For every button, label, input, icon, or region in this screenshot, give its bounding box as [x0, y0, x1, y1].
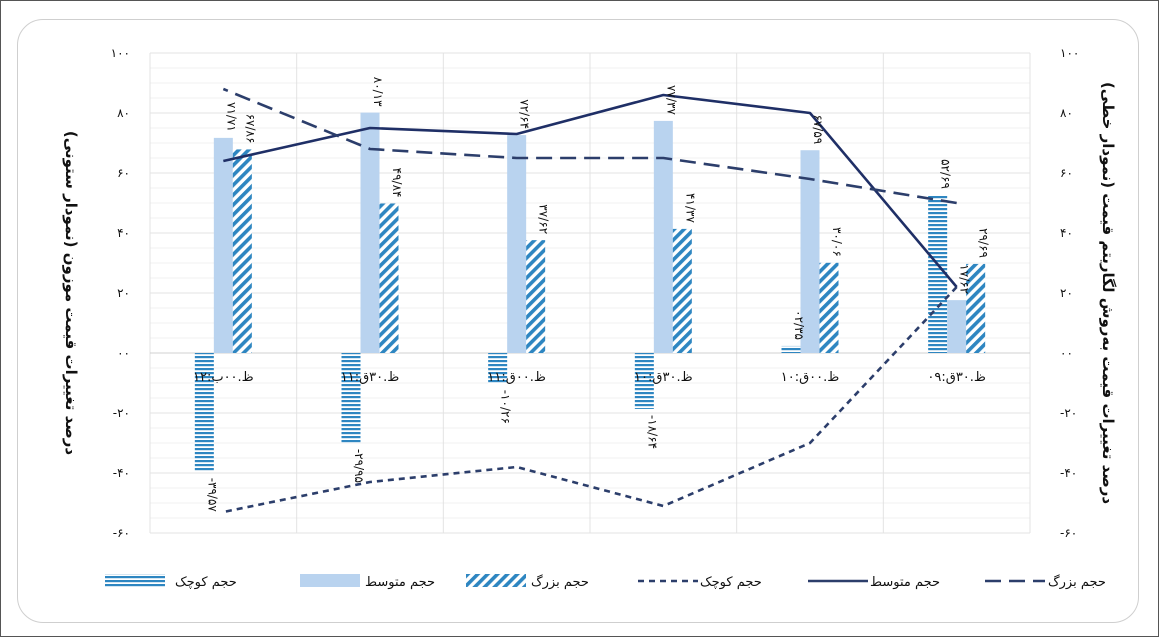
- data-label: ۳۰/۰۶: [830, 227, 844, 257]
- bar-medium: [800, 150, 820, 353]
- data-label: -۳۹/۵۷: [205, 478, 219, 513]
- x-category-label: ظ.۰۰ق:۱۱: [487, 370, 546, 385]
- data-label: ۷۷/۳۷: [664, 85, 678, 115]
- legend-swatch: [105, 574, 165, 587]
- axes-layer: -۶۰ -۴۰ -۲۰ ۰۰ ۲۰ ۴۰ ۶۰ ۸۰ ۱۰۰ -۶۰ -۴۰ -۲۰ ۰۰ ۲۰ ۴۰ ۶۰ ۸…: [62, 46, 1117, 540]
- bar-medium: [360, 112, 380, 353]
- y-left-tick-label: ۱۰۰: [111, 46, 130, 60]
- bar-small: [634, 353, 654, 409]
- x-category-label: ظ.۰۰ب:۱۲: [193, 370, 254, 385]
- lines-layer: [222, 87, 958, 514]
- data-label: ۶۷/۸۶: [243, 114, 257, 144]
- data-label: ۱۷/۶۲: [958, 264, 972, 294]
- bar-large: [966, 263, 986, 353]
- x-category-label: ظ.۰۰ق:۱۰: [781, 370, 840, 385]
- y-left-tick-label: ۰۰: [117, 346, 130, 360]
- y-left-tick-label: ۴۰: [117, 226, 130, 240]
- y-right-tick-label: ۴۰: [1060, 226, 1073, 240]
- x-category-label: ظ.۳۰ق:۰۹: [927, 370, 986, 385]
- legend-item: حجم کوچک: [638, 575, 762, 590]
- legend-item: حجم متوسط: [300, 574, 435, 590]
- data-label: ۷۲/۶۴: [518, 99, 532, 129]
- data-label: ۳۷/۶۲: [537, 204, 551, 234]
- y-left-tick-label: -۴۰: [113, 466, 130, 480]
- y-left-tick-label: ۸۰: [117, 106, 130, 120]
- bar-small: [194, 353, 214, 472]
- bar-small: [488, 353, 508, 384]
- legend-swatch: [466, 574, 526, 587]
- legend-swatch: [300, 574, 360, 587]
- data-label: ۷۱/۷۱: [224, 102, 238, 132]
- legend-label: حجم متوسط: [365, 575, 435, 590]
- data-label: ۵۲/۶۹: [939, 159, 953, 189]
- bar-large: [819, 262, 839, 353]
- legend-label: حجم کوچک: [700, 575, 762, 590]
- y-left-tick-label: ۶۰: [117, 166, 130, 180]
- y-left-tick-label: ۲۰: [117, 286, 130, 300]
- legend-item: حجم کوچک: [105, 574, 237, 590]
- legend: حجم کوچک حجم متوسط حجم بزرگ حجم کوچک حجم متو…: [105, 573, 1106, 590]
- y-right-tick-label: ۸۰: [1060, 106, 1073, 120]
- legend-label: حجم متوسط: [870, 575, 940, 590]
- data-label: ۰۲/۳۵: [792, 310, 806, 340]
- legend-item: حجم بزرگ: [466, 573, 589, 590]
- data-label: -۱۰/۲۶: [499, 390, 513, 424]
- y-right-tick-label: ۲۰: [1060, 286, 1073, 300]
- y-right-tick-label: -۲۰: [1060, 406, 1077, 420]
- bar-large: [672, 228, 692, 353]
- bar-large: [526, 240, 546, 353]
- data-labels-layer: ۵۲/۶۹ ۰۲/۳۵ -۱۸/۶۴ -۱۰/۲۶ -۲۹/۹۵ -۳۹/۵۷ ۱۷/۶۲ ۶…: [205, 77, 990, 513]
- data-label: ۴۹/۸۴: [390, 168, 404, 198]
- legend-item: حجم متوسط: [808, 575, 940, 590]
- data-label: ۴۱/۳۷: [683, 193, 697, 223]
- line-series-small: [223, 286, 958, 514]
- y-left-axis-title: درصد تغییرات قیمت موزون (نمودار ستونی): [62, 131, 80, 455]
- legend-item: حجم بزرگ: [985, 573, 1106, 590]
- data-label: -۲۹/۹۵: [352, 449, 366, 483]
- bar-large: [232, 149, 252, 353]
- y-right-axis-title: درصد تغییرات قیمت به‌روش لگاریتم قیمت (ن…: [1099, 82, 1117, 504]
- x-category-label: ظ.۳۰ق:۱۰: [634, 370, 693, 385]
- y-right-tick-label: -۴۰: [1060, 466, 1077, 480]
- y-right-tick-label: ۶۰: [1060, 166, 1073, 180]
- gridlines: [149, 52, 1031, 534]
- data-label: ۲۹/۶۹: [977, 228, 991, 258]
- legend-label: حجم کوچک: [175, 575, 237, 590]
- bar-medium: [213, 137, 233, 353]
- bars-layer: [194, 112, 986, 472]
- bar-medium: [653, 120, 673, 353]
- y-right-tick-label: ۱۰۰: [1060, 46, 1079, 60]
- line-series-medium: [223, 93, 958, 288]
- data-label: ۸۰/۱۳: [371, 77, 385, 107]
- legend-label: حجم بزرگ: [1048, 573, 1106, 590]
- y-right-tick-label: -۶۰: [1060, 526, 1077, 540]
- line-series-large: [222, 87, 957, 205]
- data-label: ۶۷/۵۹: [811, 114, 825, 144]
- legend-label: حجم بزرگ: [531, 573, 589, 590]
- data-label: -۱۸/۶۴: [645, 415, 659, 449]
- y-left-tick-label: -۲۰: [113, 406, 130, 420]
- bar-large: [379, 203, 399, 353]
- bar-small: [341, 353, 361, 443]
- y-left-tick-label: -۶۰: [113, 526, 130, 540]
- bar-medium: [947, 300, 967, 353]
- x-category-label: ظ.۳۰ق:۱۱: [341, 370, 400, 385]
- bar-medium: [507, 135, 527, 353]
- bar-small: [781, 345, 801, 353]
- y-right-tick-label: ۰۰: [1060, 346, 1073, 360]
